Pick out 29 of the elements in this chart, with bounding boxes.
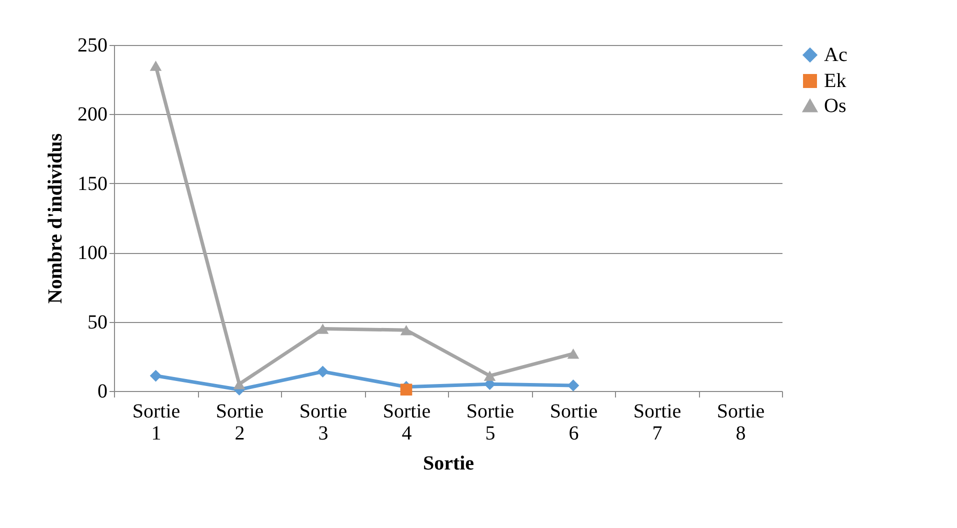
point [400, 384, 412, 396]
point [567, 380, 580, 392]
point [150, 370, 162, 382]
x-axis-title: Sortie [422, 452, 474, 474]
point [316, 366, 329, 378]
y-tick-label: 150 [78, 172, 108, 195]
x-tick-label: Sortie 4 [382, 400, 431, 444]
point [150, 60, 162, 71]
x-tick-label: Sortie 7 [633, 400, 682, 444]
x-tick-label: Sortie 6 [550, 400, 598, 444]
point [567, 348, 580, 359]
point [400, 324, 412, 336]
legend-label: Ac [824, 44, 848, 66]
legend-label: Ek [824, 70, 846, 92]
point [233, 378, 246, 390]
y-axis-title: Nombre d'individus [44, 133, 66, 304]
x-tick-label: Sortie 2 [216, 400, 264, 444]
y-tick-label: 0 [98, 380, 108, 402]
y-tick-label: 100 [78, 242, 108, 264]
legend-label: Os [824, 95, 846, 117]
y-tick-label: 50 [88, 311, 108, 334]
x-tick-label: Sortie 1 [132, 400, 180, 444]
x-tick-label: Sortie 5 [466, 400, 514, 444]
point [316, 324, 329, 334]
point [484, 370, 496, 381]
y-tick-label: 200 [78, 104, 108, 126]
x-tick-label: Sortie 8 [716, 400, 765, 444]
x-tick-label: Sortie 3 [299, 400, 348, 444]
y-tick-label: 250 [78, 34, 108, 56]
